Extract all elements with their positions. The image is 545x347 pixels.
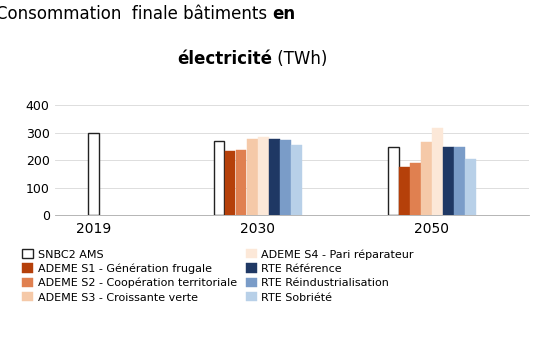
Bar: [291, 145, 301, 215]
Bar: [280, 140, 290, 215]
Bar: [258, 137, 269, 215]
Bar: [454, 147, 465, 215]
Bar: [236, 150, 246, 215]
Bar: [269, 139, 280, 215]
Bar: [225, 152, 235, 215]
Bar: [214, 141, 225, 215]
Text: électricité: électricité: [178, 50, 272, 68]
Text: (TWh): (TWh): [272, 50, 328, 68]
Bar: [465, 159, 476, 215]
Text: en: en: [272, 5, 295, 23]
Bar: [432, 128, 443, 215]
Legend: SNBC2 AMS, ADEME S1 - Génération frugale, ADEME S2 - Coopération territoriale, A: SNBC2 AMS, ADEME S1 - Génération frugale…: [22, 249, 414, 303]
Bar: [247, 139, 258, 215]
Bar: [88, 133, 99, 215]
Bar: [410, 163, 421, 215]
Text: Consommation  finale bâtiments: Consommation finale bâtiments: [0, 5, 272, 23]
Bar: [388, 146, 398, 215]
Bar: [421, 142, 432, 215]
Bar: [443, 147, 454, 215]
Bar: [399, 167, 410, 215]
